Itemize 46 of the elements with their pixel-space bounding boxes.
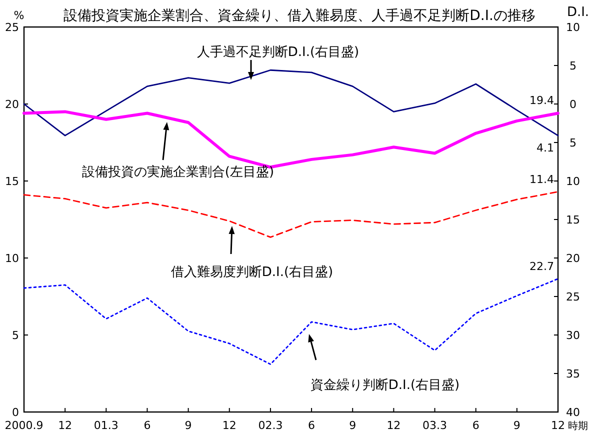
y2-tick-label: 10 bbox=[566, 21, 580, 34]
x-tick-label: 12 bbox=[222, 419, 236, 432]
x-tick-label: 9 bbox=[184, 419, 192, 432]
x-tick-label: 02.3 bbox=[258, 419, 283, 432]
y2-tick-label: 5 bbox=[570, 136, 576, 150]
series-label: 設備投資の実施企業割合(左目盛) bbox=[82, 164, 274, 180]
y-tick-label: 25 bbox=[5, 21, 19, 34]
x-tick-label: 03.3 bbox=[422, 419, 448, 432]
x-tick-label: 01.3 bbox=[94, 419, 118, 432]
y2-tick-label: 35 bbox=[566, 368, 580, 380]
y2-axis-title: D.I. bbox=[566, 5, 590, 20]
line-series bbox=[23, 69, 559, 136]
x-tick-label: 12 bbox=[386, 419, 401, 432]
y2-tick-label: 25 bbox=[566, 290, 580, 304]
y2-tick-label: 5 bbox=[570, 60, 576, 72]
data-label: 22.7 bbox=[530, 260, 554, 273]
x-axis-title: 時期 bbox=[568, 420, 588, 432]
chart-title: 設備投資実施企業割合、資金繰り、借入難易度、人手過不足判断D.I.の推移 bbox=[64, 8, 536, 24]
data-label: 4.1 bbox=[536, 142, 554, 155]
y-tick-label: 15 bbox=[5, 175, 19, 188]
x-tick-label: 6 bbox=[144, 419, 151, 432]
x-tick-label: 9 bbox=[513, 419, 520, 432]
y2-tick-label: 10 bbox=[566, 175, 580, 188]
series-label: 人手過不足判断D.I.(右目盛) bbox=[196, 45, 360, 60]
y2-tick-label: 20 bbox=[566, 252, 580, 265]
text: 借入難易度判断D.I.(右目盛) bbox=[170, 264, 334, 280]
text: 資金繰り判断D.I.(右目盛) bbox=[310, 378, 460, 393]
data-label: 11.4 bbox=[530, 172, 554, 186]
y2-tick-label: 15 bbox=[566, 214, 580, 226]
y2-tick-label: 40 bbox=[566, 406, 580, 419]
y2-tick-label: 30 bbox=[566, 329, 580, 342]
y-tick-label: 5 bbox=[12, 329, 19, 342]
x-tick-label: 6 bbox=[308, 419, 316, 432]
y-axis-title: % bbox=[14, 9, 24, 22]
y-tick-label: 10 bbox=[5, 252, 19, 265]
x-tick-label: 6 bbox=[472, 419, 480, 432]
x-tick-label: 9 bbox=[349, 419, 356, 432]
y2-tick-label: 0 bbox=[570, 98, 576, 111]
data-label: 19.4 bbox=[530, 94, 554, 108]
line-series bbox=[23, 278, 559, 365]
line-series bbox=[23, 191, 559, 238]
y-tick-label: 0 bbox=[12, 406, 19, 419]
x-tick-label: 2000.9 bbox=[4, 419, 44, 432]
x-tick-label: 12 bbox=[58, 419, 72, 432]
y-tick-label: 20 bbox=[5, 98, 19, 111]
x-tick-label: 12 bbox=[551, 419, 565, 432]
